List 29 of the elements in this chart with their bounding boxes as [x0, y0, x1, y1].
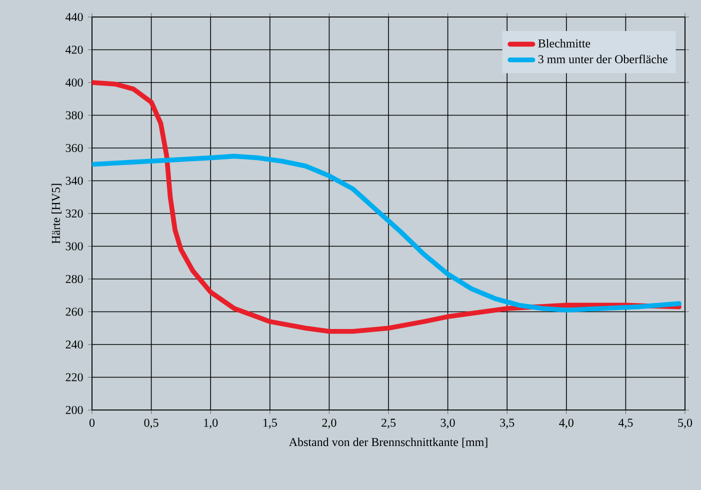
- y-tick-label: 240: [66, 340, 83, 349]
- x-tick-label: 2,5: [382, 418, 396, 428]
- y-tick-label: 420: [66, 46, 83, 54]
- x-tick-label: 2,0: [322, 418, 336, 429]
- y-tick-label: 320: [66, 209, 83, 218]
- y-tick-label: 360: [66, 144, 83, 152]
- x-tick-label: 3,5: [500, 418, 514, 428]
- legend-label: Blechmitte: [538, 39, 590, 48]
- x-axis-title: Abstand von der Brennschnittkante [mm]: [288, 438, 488, 448]
- y-axis-title: Härte [HV5]: [52, 184, 62, 244]
- y-tick-label: 380: [66, 111, 83, 120]
- x-tick-label: 1,0: [204, 418, 218, 429]
- y-tick-label: 400: [66, 78, 83, 87]
- y-tick-label: 340: [66, 176, 83, 185]
- y-tick-label: 200: [66, 406, 83, 414]
- y-tick-label: 220: [66, 373, 83, 382]
- y-tick-label: 260: [66, 308, 83, 316]
- x-tick-label: 0: [89, 418, 95, 427]
- legend-label: 3 mm unter der Oberfläche: [538, 54, 668, 64]
- y-tick-label: 300: [66, 242, 83, 250]
- y-tick-label: 440: [66, 12, 83, 22]
- y-tick-label: 280: [66, 274, 83, 284]
- x-tick-label: 5,0: [678, 418, 692, 429]
- x-tick-label: 3,0: [440, 418, 455, 429]
- x-tick-label: 4,0: [559, 418, 574, 429]
- x-tick-label: 1,5: [263, 418, 277, 428]
- line-series: [92, 154, 682, 313]
- x-tick-label: 0,5: [144, 418, 158, 429]
- x-tick-label: 4,5: [618, 418, 633, 428]
